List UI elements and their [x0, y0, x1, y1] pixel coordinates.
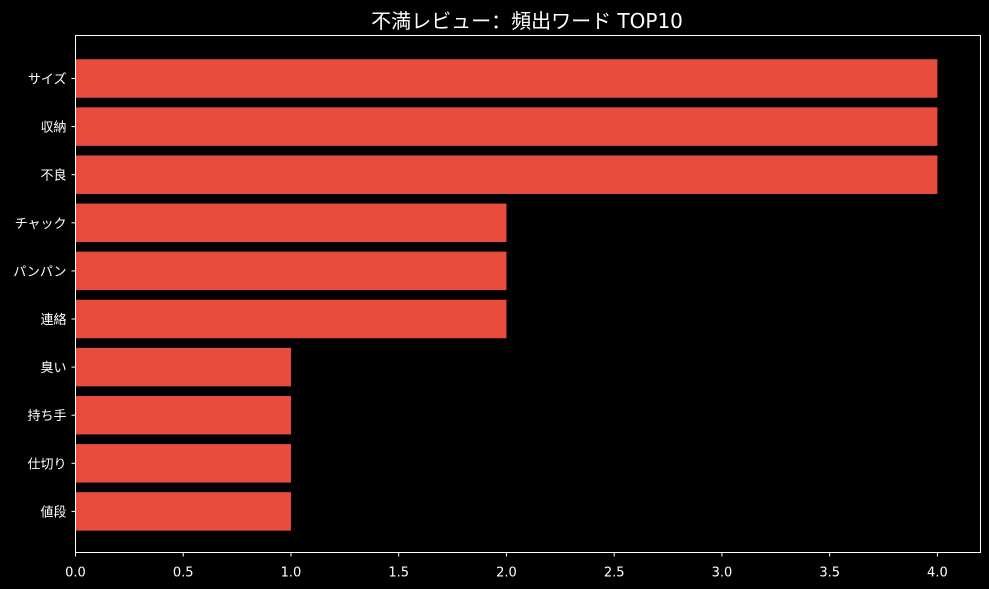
y-tick-label: 不良: [40, 168, 66, 184]
x-tick-label: 2.0: [496, 566, 517, 581]
x-ticks: 0.0 0.5 1.0 1.5 2.0 2.5 3.0 3.5 4.0: [65, 552, 948, 581]
y-tick-label: チャック: [15, 217, 67, 232]
bar: [75, 492, 291, 531]
x-tick-label: 1.0: [281, 566, 302, 581]
x-tick-label: 4.0: [927, 566, 948, 581]
bar: [75, 251, 507, 291]
bars-group: [75, 59, 938, 531]
bar: [75, 444, 291, 483]
x-tick-label: 3.0: [712, 566, 733, 581]
y-tick-label: 仕切り: [27, 457, 66, 472]
y-tick-label: 持ち手: [27, 409, 66, 424]
bar: [75, 203, 507, 243]
y-tick-label: 連絡: [40, 312, 66, 328]
y-tick-label: パンパン: [13, 265, 66, 280]
bar: [75, 59, 938, 98]
bar: [75, 395, 291, 435]
x-tick-label: 2.5: [604, 566, 625, 581]
x-tick-label: 1.5: [388, 566, 409, 581]
y-tick-label: 臭い: [40, 361, 66, 376]
y-tick-label: サイズ: [28, 72, 67, 88]
x-tick-label: 0.5: [173, 566, 194, 581]
y-tick-label: 値段: [40, 504, 66, 520]
bar: [75, 347, 291, 387]
bar: [75, 299, 507, 339]
y-tick-label: 収納: [40, 121, 66, 136]
x-tick-label: 0.0: [65, 566, 86, 581]
chart-title: 不満レビュー：頻出ワード TOP10: [371, 9, 683, 33]
x-tick-label: 3.5: [819, 566, 840, 581]
bar: [75, 107, 938, 146]
bar: [75, 155, 938, 194]
plot-frame: [75, 35, 981, 553]
